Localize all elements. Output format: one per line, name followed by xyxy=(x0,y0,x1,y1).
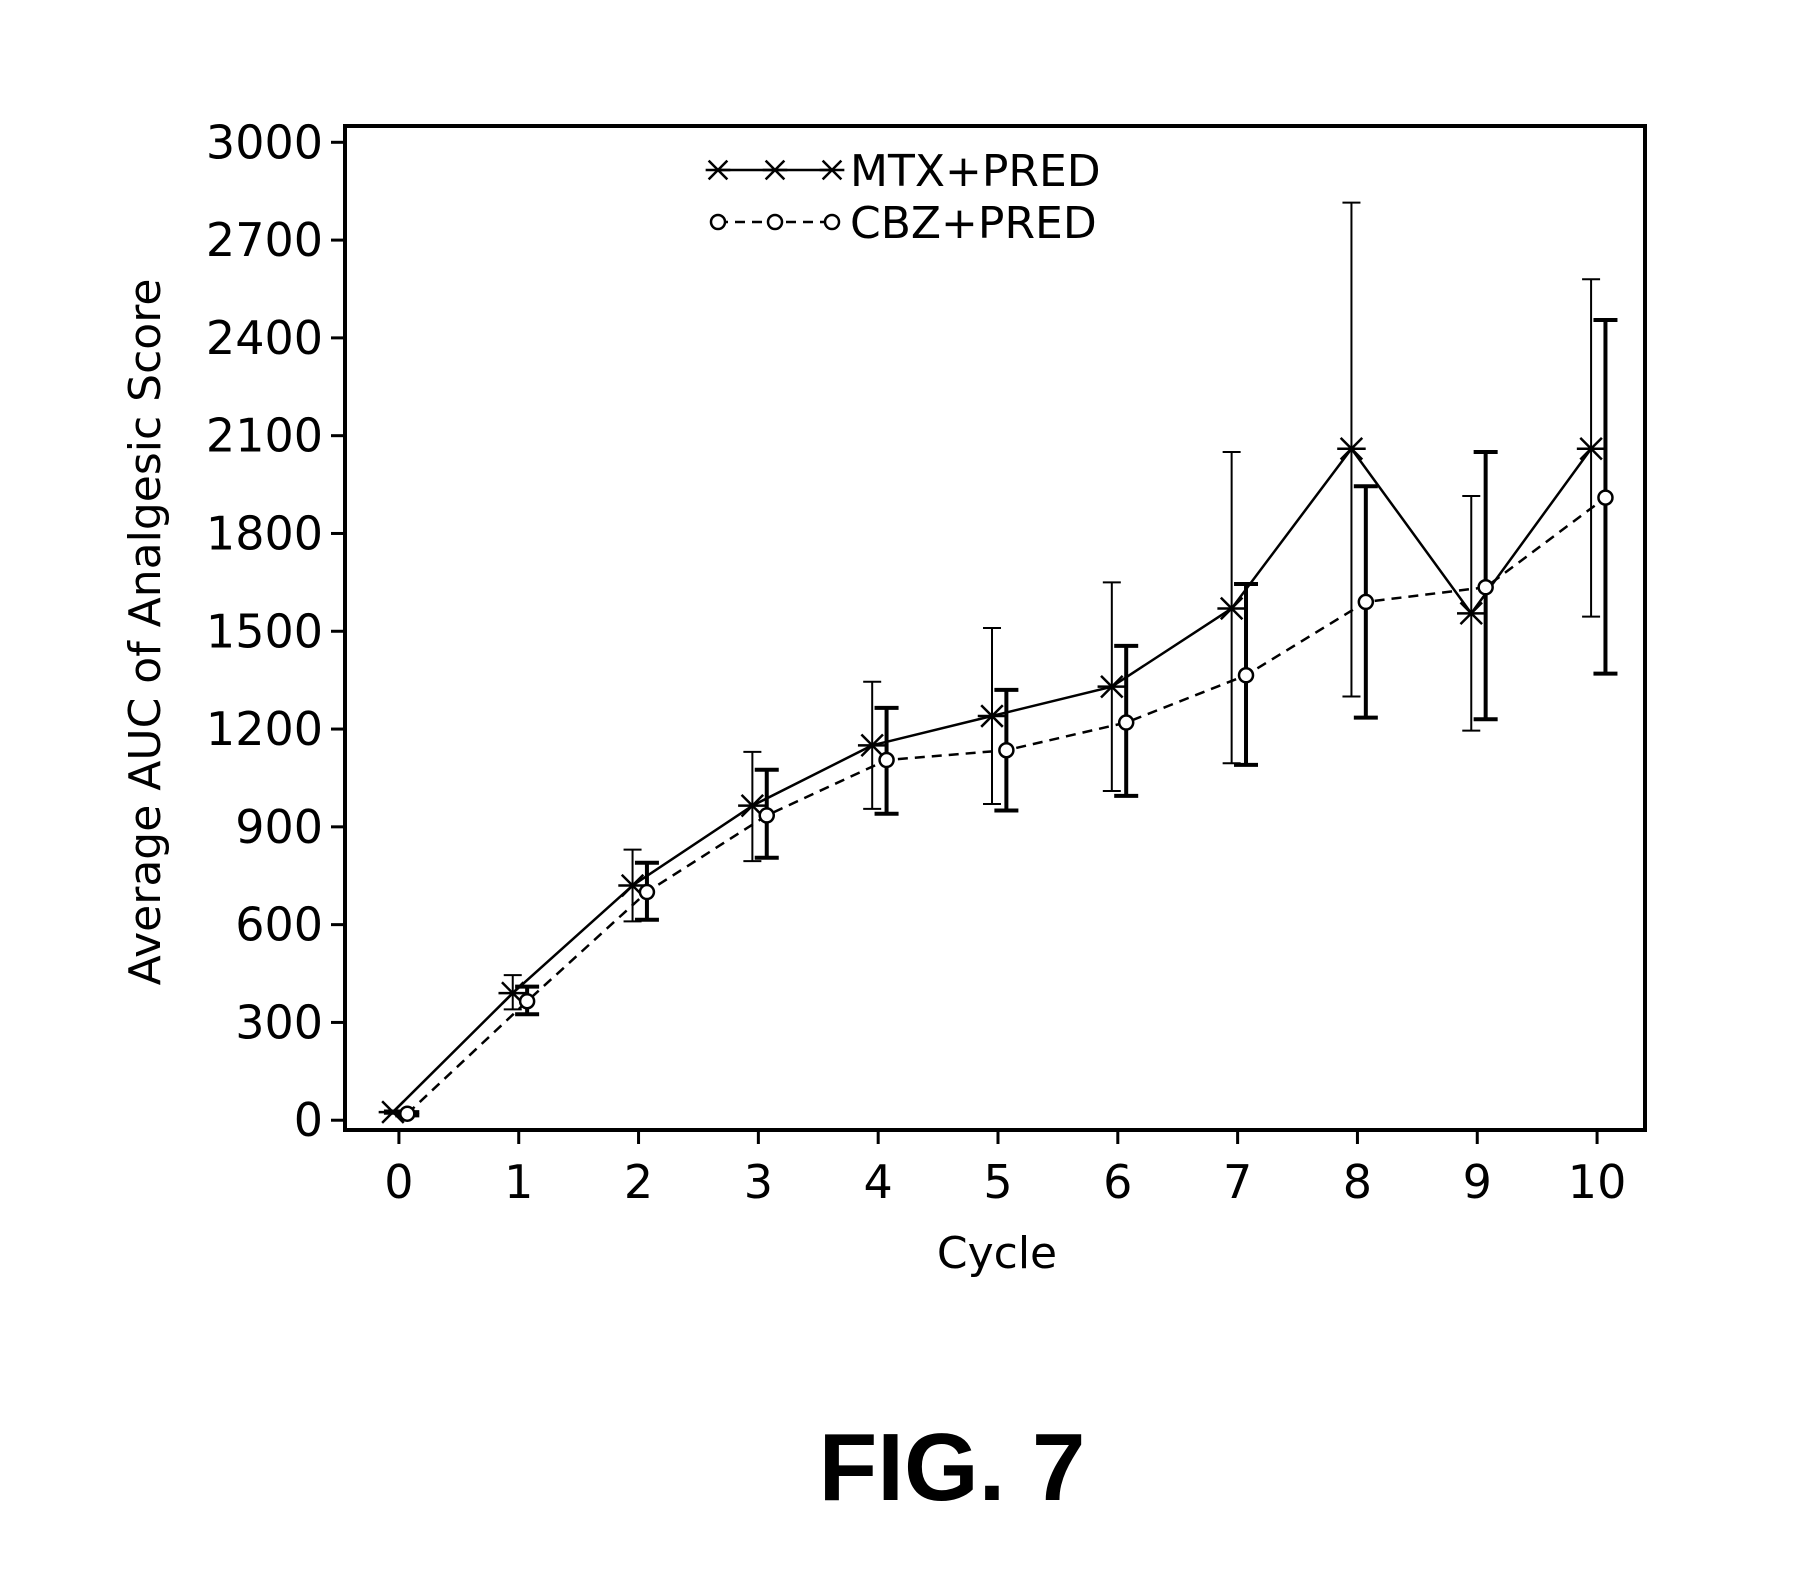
x-tick-label: 7 xyxy=(1223,1155,1252,1209)
x-axis-label: Cycle xyxy=(937,1228,1057,1279)
y-tick-label: 300 xyxy=(235,995,323,1049)
y-axis-label: Average AUC of Analgesic Score xyxy=(120,279,171,986)
legend-label: CBZ+PRED xyxy=(850,198,1097,249)
x-tick-label: 5 xyxy=(983,1155,1012,1209)
legend-marker xyxy=(825,215,839,229)
axes: 0 300 600 900 1200 1500 1800 2100 2400 2700 3000 0 1… xyxy=(206,115,1626,1209)
data-point xyxy=(1598,491,1612,505)
x-tick-label: 2 xyxy=(624,1155,653,1209)
x-tick-label: 4 xyxy=(864,1155,893,1209)
x-tick-label: 10 xyxy=(1568,1155,1627,1209)
legend-marker xyxy=(763,161,788,180)
y-tick-label: 600 xyxy=(235,898,323,952)
y-tick-label: 1500 xyxy=(206,604,323,658)
x-tick-label: 8 xyxy=(1343,1155,1372,1209)
figure-label: FIG. 7 xyxy=(819,1414,1086,1521)
x-tick-label: 0 xyxy=(384,1155,413,1209)
y-tick-label: 2100 xyxy=(206,409,323,463)
x-tick-label: 6 xyxy=(1103,1155,1132,1209)
y-tick-label: 2700 xyxy=(206,213,323,267)
data-point xyxy=(400,1107,414,1121)
y-tick-label: 3000 xyxy=(206,115,323,169)
series-cbz-pred xyxy=(395,320,1617,1121)
data-point xyxy=(1479,580,1493,594)
y-tick-label: 0 xyxy=(294,1093,323,1147)
legend-marker xyxy=(820,161,845,180)
data-point xyxy=(880,753,894,767)
legend: MTX+PREDCBZ+PRED xyxy=(706,146,1101,249)
legend-marker xyxy=(706,161,731,180)
y-tick-label: 2400 xyxy=(206,311,323,365)
data-point xyxy=(999,743,1013,757)
data-point xyxy=(1359,595,1373,609)
data-point xyxy=(640,885,654,899)
y-tick-label: 1800 xyxy=(206,506,323,560)
data-point xyxy=(1119,716,1133,730)
data-point xyxy=(520,994,534,1008)
legend-item: CBZ+PRED xyxy=(711,198,1097,249)
x-tick-label: 9 xyxy=(1463,1155,1492,1209)
data-point xyxy=(760,808,774,822)
y-tick-label: 900 xyxy=(235,800,323,854)
legend-label: MTX+PRED xyxy=(850,146,1101,197)
legend-marker xyxy=(768,215,782,229)
series-group xyxy=(379,203,1618,1123)
legend-marker xyxy=(711,215,725,229)
series-mtx-pred xyxy=(379,203,1606,1123)
x-tick-label: 1 xyxy=(504,1155,533,1209)
y-tick-label: 1200 xyxy=(206,702,323,756)
legend-item: MTX+PRED xyxy=(706,146,1101,197)
x-tick-label: 3 xyxy=(744,1155,773,1209)
data-point xyxy=(1239,668,1253,682)
